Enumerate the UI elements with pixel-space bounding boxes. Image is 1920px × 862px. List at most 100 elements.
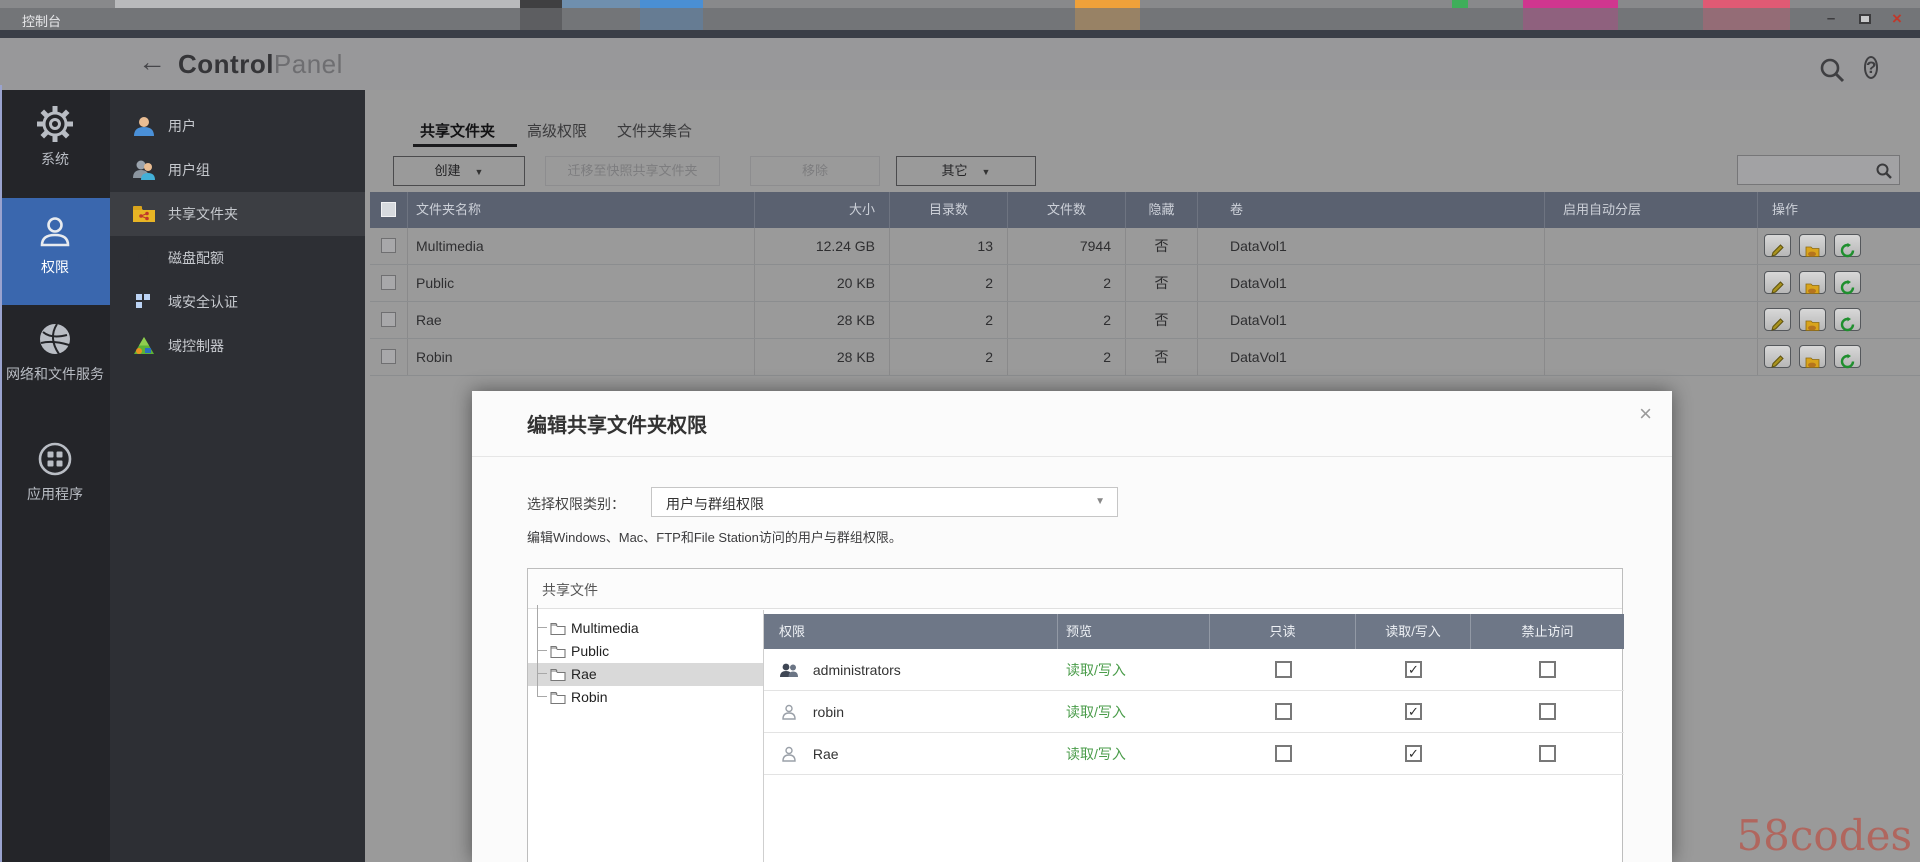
col-folder-name: 文件夹名称 [408,192,755,228]
preview-value: 读取/写入 [1066,746,1126,762]
group-icon [780,663,798,677]
back-arrow-icon[interactable]: ← [138,46,166,77]
permission-row: robin 读取/写入 ✓ [764,691,1624,733]
submenu-item-domain-controller[interactable]: 域控制器 [110,324,365,368]
sync-icon [1840,317,1854,332]
readwrite-checkbox[interactable]: ✓ [1405,745,1422,763]
edit-permissions-button[interactable] [1798,234,1826,257]
readonly-checkbox[interactable] [1274,661,1292,679]
col-actions: 操作 [1772,202,1799,217]
refresh-sync-button[interactable] [1833,271,1861,295]
readwrite-checkbox[interactable]: ✓ [1405,661,1422,679]
close-window-button[interactable]: × [1892,9,1902,28]
readonly-checkbox[interactable] [1274,745,1292,763]
row-checkbox[interactable] [381,312,396,328]
edit-permissions-button[interactable] [1798,271,1826,294]
edit-properties-button[interactable] [1764,345,1791,368]
migrate-snapshot-button[interactable]: 迁移至快照共享文件夹 [545,156,720,186]
col-size: 大小 [755,192,890,228]
main-content: 共享文件夹 高级权限 文件夹集合 创建 ▼ 迁移至快照共享文件夹 移除 其它 ▼ 文… [365,90,1920,862]
deny-checkbox[interactable] [1539,661,1556,679]
sync-icon [1840,280,1854,295]
folder-icon [550,645,566,658]
sync-icon [1840,243,1854,258]
refresh-sync-button[interactable] [1833,308,1861,332]
domain-security-icon [132,290,156,314]
col-file-count: 文件数 [1008,192,1126,228]
folder-icon [550,622,566,635]
globe-icon [40,323,70,355]
tree-item-rae[interactable]: Rae [528,651,763,686]
refresh-sync-button[interactable] [1833,234,1861,258]
dialog-description: 编辑Windows、Mac、FTP和File Station访问的用户与群组权限… [527,530,902,545]
remove-button[interactable]: 移除 [750,156,880,186]
sidebar-item-system[interactable]: 系统 [0,90,110,198]
col-permission: 权限 [764,614,1058,649]
table-row[interactable]: Public 20 KB 2 2 否 DataVol1 [370,265,1920,302]
submenu-item-shared-folders[interactable]: 共享文件夹 [110,192,365,236]
quota-donut-icon [132,246,156,270]
row-checkbox[interactable] [381,275,396,291]
sidebar-item-permissions[interactable]: 权限 [0,198,110,305]
caret-down-icon: ▼ [474,167,484,177]
restore-button[interactable] [1854,10,1876,28]
edit-properties-button[interactable] [1764,308,1791,331]
row-checkbox[interactable] [381,238,396,254]
edit-permissions-button[interactable] [1798,345,1826,368]
create-button[interactable]: 创建 ▼ [393,156,525,186]
submenu-item-users[interactable]: 用户 [110,104,365,148]
folder-hand-icon [1805,246,1820,257]
submenu-item-disk-quota[interactable]: 磁盘配额 [110,236,365,280]
col-deny-access: 禁止访问 [1521,624,1574,639]
submenu-item-user-groups[interactable]: 用户组 [110,148,365,192]
pencil-icon [1771,318,1784,331]
tab-advanced-permissions[interactable]: 高级权限 [527,123,588,140]
table-header-row: 文件夹名称 大小 目录数 文件数 隐藏 卷 启用自动分层 操作 [370,192,1920,228]
edit-properties-button[interactable] [1764,234,1791,257]
readonly-checkbox[interactable] [1274,703,1292,721]
window-titlebar: 控制台 – × [0,8,1920,30]
sidebar-item-applications[interactable]: 应用程序 [0,425,110,535]
secondary-sidebar: 用户 用户组 共享文件夹 磁盘配额 域安全认证 域控制器 [110,90,365,862]
tree-item-public[interactable]: Public [528,628,763,663]
col-read-only: 只读 [1210,614,1356,649]
tree-item-robin[interactable]: Robin [528,674,763,709]
help-icon[interactable]: ? [1864,56,1879,79]
refresh-sync-button[interactable] [1833,345,1861,369]
edit-properties-button[interactable] [1764,271,1791,294]
col-hidden: 隐藏 [1126,192,1198,228]
tree-item-multimedia[interactable]: Multimedia [528,605,763,640]
select-all-checkbox[interactable] [381,201,396,217]
others-button[interactable]: 其它 ▼ [896,156,1036,186]
deny-checkbox[interactable] [1539,745,1556,763]
permission-category-select[interactable]: 用户与群组权限 ▼ [651,487,1118,517]
tab-shared-folders[interactable]: 共享文件夹 [420,123,496,140]
desktop-sliver [0,0,1920,8]
table-row[interactable]: Rae 28 KB 2 2 否 DataVol1 [370,302,1920,339]
primary-sidebar: 系统 权限 网络和文件服务 应用程序 [0,90,110,862]
user-color-icon [132,114,156,138]
folder-search-input[interactable] [1742,159,1870,181]
sidebar-item-network-services[interactable]: 网络和文件服务 [0,305,110,425]
table-row[interactable]: Robin 28 KB 2 2 否 DataVol1 [370,339,1920,376]
active-tab-underline [413,144,517,147]
edit-permissions-button[interactable] [1798,308,1826,331]
row-checkbox[interactable] [381,349,396,365]
user-icon [40,217,70,247]
window-left-edge [0,85,2,862]
readwrite-checkbox[interactable]: ✓ [1405,703,1422,721]
minimize-button[interactable]: – [1826,10,1836,27]
pencil-icon [1771,244,1784,257]
dialog-divider [472,456,1672,457]
deny-checkbox[interactable] [1539,703,1556,721]
submenu-item-domain-security[interactable]: 域安全认证 [110,280,365,324]
window-title: 控制台 [22,14,62,29]
search-icon[interactable] [1875,162,1893,180]
table-row[interactable]: Multimedia 12.24 GB 13 7944 否 DataVol1 [370,228,1920,265]
user-outline-icon [782,746,796,762]
app-title: ControlPanel [178,49,343,79]
search-icon[interactable] [1818,56,1848,86]
tab-folder-aggregation[interactable]: 文件夹集合 [617,123,693,140]
dialog-title: 编辑共享文件夹权限 [527,415,707,437]
dialog-close-icon[interactable]: × [1639,401,1652,426]
